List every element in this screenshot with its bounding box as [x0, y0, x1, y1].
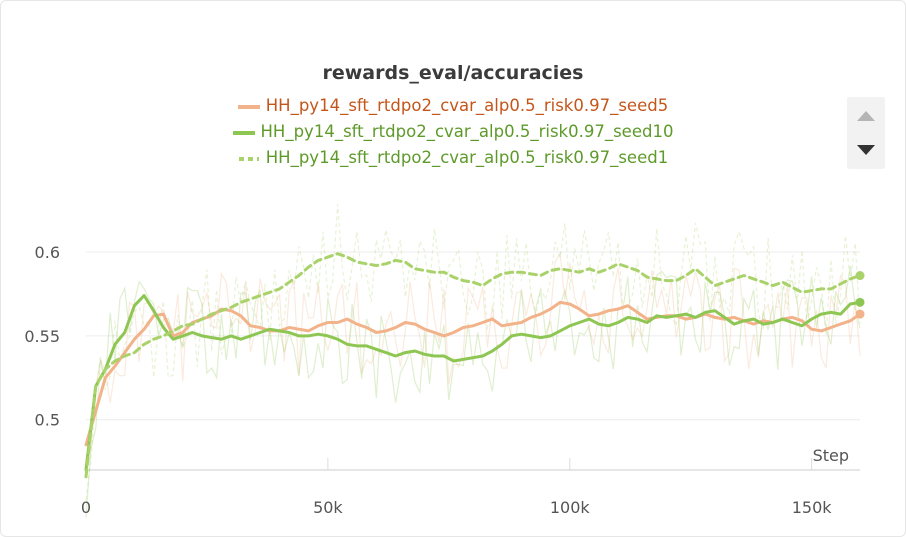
- x-tick-label: 50k: [313, 498, 343, 517]
- y-tick-label: 0.55: [24, 327, 60, 346]
- legend-label-seed1: HH_py14_sft_rtdpo2_cvar_alp0.5_risk0.97_…: [265, 148, 669, 167]
- legend-item-seed10[interactable]: HH_py14_sft_rtdpo2_cvar_alp0.5_risk0.97_…: [0, 122, 906, 141]
- raw-series-line: [85, 204, 861, 500]
- legend-swatch-seed10: [231, 130, 256, 135]
- legend-swatch-seed1: [238, 156, 259, 161]
- legend-scroll: [847, 97, 885, 169]
- series-line: [84, 294, 862, 472]
- x-tick-label: 0: [81, 498, 91, 517]
- legend-swatch-seed5: [236, 104, 261, 109]
- series-end-point: [855, 271, 865, 281]
- x-tick-label: 150k: [792, 498, 833, 517]
- legend-label-seed5: HH_py14_sft_rtdpo2_cvar_alp0.5_risk0.97_…: [265, 96, 669, 115]
- legend-item-seed1[interactable]: HH_py14_sft_rtdpo2_cvar_alp0.5_risk0.97_…: [0, 148, 906, 167]
- x-tick-label: 100k: [550, 498, 591, 517]
- raw-series-line: [85, 265, 861, 518]
- y-tick-label: 0.6: [35, 243, 60, 262]
- legend-label-seed10: HH_py14_sft_rtdpo2_cvar_alp0.5_risk0.97_…: [260, 122, 674, 141]
- raw-series-line: [85, 251, 861, 477]
- x-axis-label: Step: [813, 446, 849, 465]
- legend-item-seed5[interactable]: HH_py14_sft_rtdpo2_cvar_alp0.5_risk0.97_…: [0, 96, 906, 115]
- series-end-point: [855, 297, 865, 307]
- series-line: [84, 252, 862, 479]
- chart-title: rewards_eval/accuracies: [322, 62, 584, 84]
- legend-scroll-down-icon[interactable]: [857, 145, 875, 155]
- y-tick-label: 0.5: [35, 411, 60, 430]
- series-end-point: [855, 309, 865, 319]
- legend-scroll-up-icon[interactable]: [857, 111, 875, 121]
